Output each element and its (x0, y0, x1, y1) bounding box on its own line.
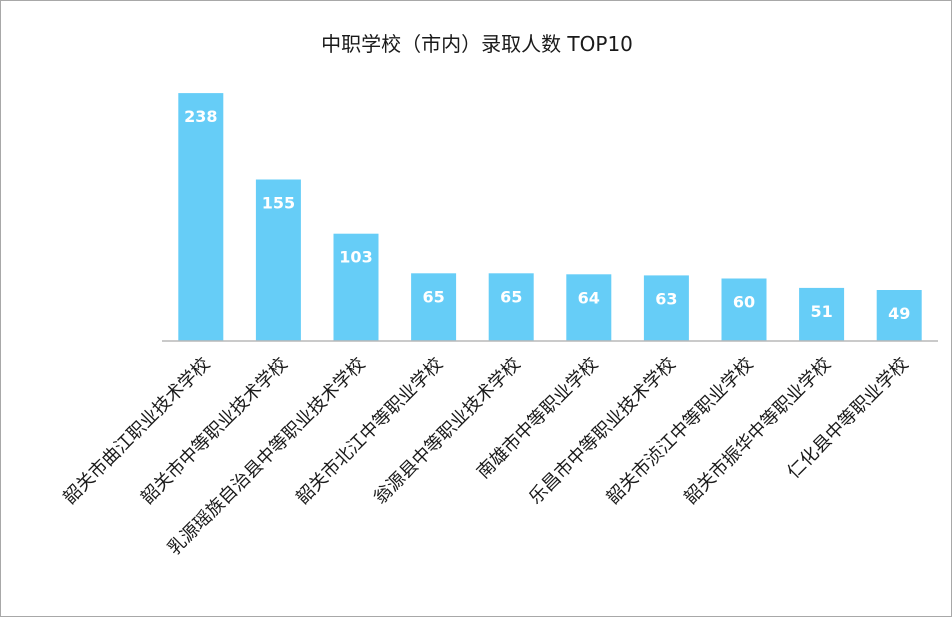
data-label-2: 155 (262, 194, 295, 213)
data-label-5: 65 (500, 287, 522, 306)
bar-8 (721, 278, 767, 341)
bar-10 (876, 290, 922, 341)
x-tick-label-7: 乐昌市中等职业技术学校 (525, 354, 680, 509)
data-label-4: 65 (422, 287, 444, 306)
x-tick-label-8: 韶关市浈江中等职业学校 (603, 354, 758, 509)
data-label-1: 238 (184, 107, 217, 126)
chart-title: 中职学校（市内）录取人数 TOP10 (321, 32, 633, 56)
bar-7 (643, 275, 689, 341)
bar-3 (333, 233, 379, 341)
bar-5 (488, 273, 534, 341)
x-tick-label-9: 韶关市振华中等职业学校 (680, 354, 835, 509)
x-tick-label-2: 韶关市中等职业技术学校 (137, 354, 292, 509)
bar-6 (566, 274, 612, 341)
bars-layer (178, 93, 922, 341)
bar-9 (799, 287, 845, 341)
data-label-10: 49 (888, 304, 910, 323)
x-tick-label-5: 翁源县中等职业技术学校 (370, 354, 525, 509)
data-label-8: 60 (733, 293, 755, 312)
bar-1 (178, 93, 224, 341)
bar-2 (255, 179, 301, 341)
data-label-9: 51 (810, 302, 832, 321)
bar-4 (411, 273, 457, 341)
x-tick-label-1: 韶关市曲江职业技术学校 (59, 354, 214, 509)
data-label-3: 103 (339, 248, 372, 267)
data-label-7: 63 (655, 289, 677, 308)
data-label-6: 64 (578, 288, 600, 307)
x-tick-label-4: 韶关市北江中等职业学校 (292, 354, 447, 509)
